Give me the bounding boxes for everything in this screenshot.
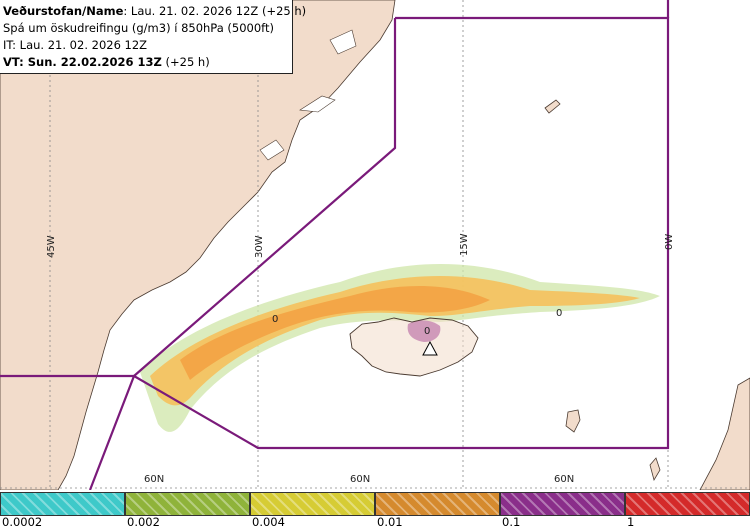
- forecast-info-box: Veðurstofan/Name: Lau. 21. 02. 2026 12Z …: [0, 0, 306, 74]
- legend-tick-label: 0.004: [252, 515, 285, 529]
- faroe-islands: [565, 409, 581, 433]
- parallel-label-60n: 60N: [350, 474, 370, 485]
- fjord: [259, 139, 285, 161]
- parallel-labels: 60N 60N 60N: [144, 474, 574, 485]
- jan-mayen-island: [544, 99, 561, 114]
- issuer-name: Veðurstofan/Name: [3, 4, 124, 18]
- fir-boundary: [0, 0, 670, 490]
- legend-swatch: [250, 492, 375, 516]
- legend-swatch: [125, 492, 250, 516]
- contour-label: 0: [424, 326, 430, 337]
- header-line-1: Veðurstofan/Name: Lau. 21. 02. 2026 12Z …: [3, 3, 306, 20]
- legend-swatch: [625, 492, 750, 516]
- norway-coast: [699, 377, 750, 490]
- legend-tick-label: 0.0002: [2, 515, 43, 529]
- meridian-label-15w: 15W: [459, 233, 470, 256]
- meridian-label-0w: 0W: [664, 234, 675, 250]
- valid-time-line: VT: Sun. 22.02.2026 13Z (+25 h): [3, 54, 292, 71]
- product-description: Spá um öskudreifingu (g/m3) í 850hPa (50…: [3, 21, 275, 35]
- fjord: [329, 29, 357, 55]
- valid-time: VT: Sun. 22.02.2026 13Z: [3, 55, 162, 69]
- legend-swatch: [375, 492, 500, 516]
- legend-swatch: [0, 492, 125, 516]
- issue-time: : Lau. 21. 02. 2026 12Z (+25 h): [123, 4, 307, 18]
- legend-tick-label: 0.1: [502, 515, 521, 529]
- contour-labels: 0 0 0: [272, 308, 562, 337]
- parallel-label-60n: 60N: [144, 474, 164, 485]
- meridian-label-30w: 30W: [254, 235, 265, 258]
- meridian-labels: 45W 30W 15W 0W: [46, 233, 675, 258]
- legend-tick-label: 1: [627, 515, 635, 529]
- iceland-landmass: [349, 317, 479, 377]
- fjord: [299, 95, 336, 113]
- color-legend: [0, 490, 750, 532]
- legend-tick-label: 0.002: [127, 515, 160, 529]
- meridian-label-45w: 45W: [46, 235, 57, 258]
- legend-swatch: [500, 492, 625, 516]
- legend-tick-label: 0.01: [377, 515, 403, 529]
- volcano-marker-icon[interactable]: [422, 340, 438, 356]
- shetland-islands: [649, 457, 661, 482]
- ash-dispersion-map[interactable]: 45W 30W 15W 0W 60N 60N 60N 0 0 0: [0, 0, 750, 490]
- parallel-label-60n: 60N: [554, 474, 574, 485]
- lead-time: (+25 h): [161, 55, 210, 69]
- initial-time: IT: Lau. 21. 02. 2026 12Z: [3, 38, 148, 52]
- greenland-landmass: [0, 0, 396, 490]
- contour-label: 0: [556, 308, 562, 319]
- contour-label: 0: [272, 314, 278, 325]
